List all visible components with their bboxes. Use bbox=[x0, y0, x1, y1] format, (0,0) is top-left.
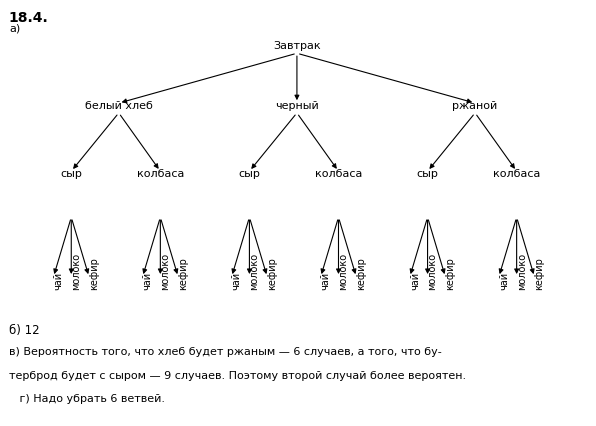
Text: сыр: сыр bbox=[60, 169, 82, 179]
Text: а): а) bbox=[9, 23, 20, 33]
Text: чай: чай bbox=[499, 271, 509, 290]
Text: молоко: молоко bbox=[517, 253, 527, 290]
Text: молоко: молоко bbox=[249, 253, 259, 290]
Text: ржаной: ржаной bbox=[452, 101, 498, 111]
Text: колбаса: колбаса bbox=[315, 169, 362, 179]
Text: Завтрак: Завтрак bbox=[273, 41, 321, 51]
Text: колбаса: колбаса bbox=[493, 169, 541, 179]
Text: 18.4.: 18.4. bbox=[9, 11, 49, 25]
Text: терброд будет с сыром — 9 случаев. Поэтому второй случай более вероятен.: терброд будет с сыром — 9 случаев. Поэто… bbox=[9, 371, 466, 380]
Text: молоко: молоко bbox=[72, 253, 81, 290]
Text: в) Вероятность того, что хлеб будет ржаным — 6 случаев, а того, что бу-: в) Вероятность того, что хлеб будет ржан… bbox=[9, 347, 442, 357]
Text: чай: чай bbox=[142, 271, 153, 290]
Text: кефир: кефир bbox=[178, 257, 188, 290]
Text: чай: чай bbox=[54, 271, 63, 290]
Text: черный: черный bbox=[275, 101, 319, 111]
Text: сыр: сыр bbox=[417, 169, 439, 179]
Text: сыр: сыр bbox=[238, 169, 260, 179]
Text: молоко: молоко bbox=[339, 253, 349, 290]
Text: колбаса: колбаса bbox=[136, 169, 184, 179]
Text: молоко: молоко bbox=[160, 253, 170, 290]
Text: молоко: молоко bbox=[427, 253, 437, 290]
Text: чай: чай bbox=[410, 271, 420, 290]
Text: чай: чай bbox=[321, 271, 331, 290]
Text: кефир: кефир bbox=[267, 257, 277, 290]
Text: чай: чай bbox=[232, 271, 241, 290]
Text: б) 12: б) 12 bbox=[9, 324, 39, 337]
Text: кефир: кефир bbox=[89, 257, 99, 290]
Text: кефир: кефир bbox=[356, 257, 367, 290]
Text: кефир: кефир bbox=[445, 257, 455, 290]
Text: г) Надо убрать 6 ветвей.: г) Надо убрать 6 ветвей. bbox=[9, 394, 165, 404]
Text: кефир: кефир bbox=[535, 257, 545, 290]
Text: белый хлеб: белый хлеб bbox=[85, 101, 153, 111]
